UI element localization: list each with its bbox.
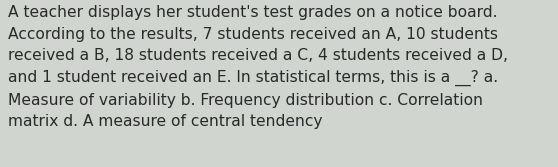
- Text: A teacher displays her student's test grades on a notice board.
According to the: A teacher displays her student's test gr…: [8, 5, 508, 129]
